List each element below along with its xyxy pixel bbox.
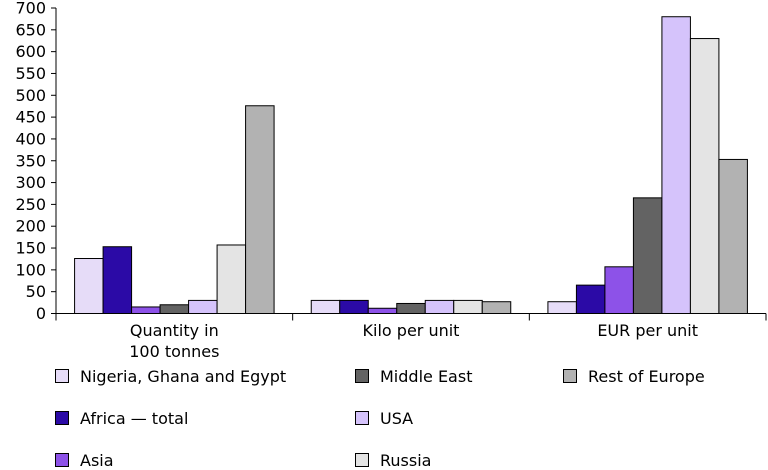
bar (632, 197, 663, 315)
bar (159, 304, 190, 314)
y-tick-label: 400 (15, 129, 46, 148)
legend-label: Rest of Europe (588, 366, 705, 386)
x-category-label: Kilo per unit (363, 321, 460, 340)
legend-swatch (55, 369, 69, 383)
x-axis: Quantity in 100 tonnes Kilo per unit EUR pe… (55, 313, 767, 361)
y-tick-label: 300 (15, 173, 46, 192)
bar (245, 105, 275, 315)
bar (547, 301, 577, 315)
bar (367, 307, 398, 314)
legend-item: USA (355, 408, 413, 428)
legend-item: Middle East (355, 366, 472, 386)
legend-swatch (563, 369, 577, 383)
y-tick-label: 650 (15, 20, 46, 39)
legend-item: Nigeria, Ghana and Egypt (55, 366, 286, 386)
legend-label: USA (380, 408, 414, 428)
y-tick-label: 700 (15, 0, 46, 18)
bar (131, 306, 161, 315)
y-tick-label: 200 (15, 217, 46, 236)
y-tick-label: 500 (15, 86, 46, 105)
bar (661, 16, 691, 314)
bar (396, 302, 426, 314)
y-axis: 0 50 100 150 200 250 300 350 400 450 500 550 600 650 7… (15, 0, 57, 323)
y-tick-label: 150 (15, 239, 46, 258)
bar (575, 284, 606, 314)
y-tick-label: 350 (15, 151, 46, 170)
y-tick-label: 250 (15, 195, 46, 214)
bar (689, 38, 720, 315)
bar (188, 299, 218, 314)
bar (74, 258, 104, 315)
bar (424, 299, 455, 314)
legend-swatch (355, 453, 369, 467)
bar (453, 299, 483, 314)
legend-swatch (355, 369, 369, 383)
bar (216, 244, 247, 314)
bar (481, 301, 512, 315)
legend-label: Africa — total (80, 408, 189, 428)
legend-item: Russia (355, 450, 431, 470)
x-category-label: EUR per unit (597, 321, 698, 340)
legend-label: Nigeria, Ghana and Egypt (80, 366, 287, 386)
legend-label: Asia (80, 450, 114, 470)
y-tick-label: 50 (26, 282, 46, 301)
bar (310, 299, 341, 314)
legend-swatch (55, 453, 69, 467)
bar (604, 266, 634, 315)
legend-item: Asia (55, 450, 114, 470)
y-tick-label: 600 (15, 42, 46, 61)
bar (102, 246, 133, 314)
legend-swatch (55, 411, 69, 425)
y-tick-label: 0 (36, 304, 46, 323)
legend-item: Africa — total (55, 408, 188, 428)
bars (74, 16, 748, 315)
y-tick-label: 450 (15, 108, 46, 127)
x-category-label: Quantity in 100 tonnes (129, 321, 219, 361)
bar (339, 299, 369, 314)
legend-item: Rest of Europe (563, 366, 705, 386)
legend-label: Russia (380, 450, 432, 470)
legend-swatch (355, 411, 369, 425)
y-tick-label: 550 (15, 64, 46, 83)
legend-label: Middle East (380, 366, 473, 386)
bar (718, 158, 748, 314)
y-tick-label: 100 (15, 260, 46, 279)
